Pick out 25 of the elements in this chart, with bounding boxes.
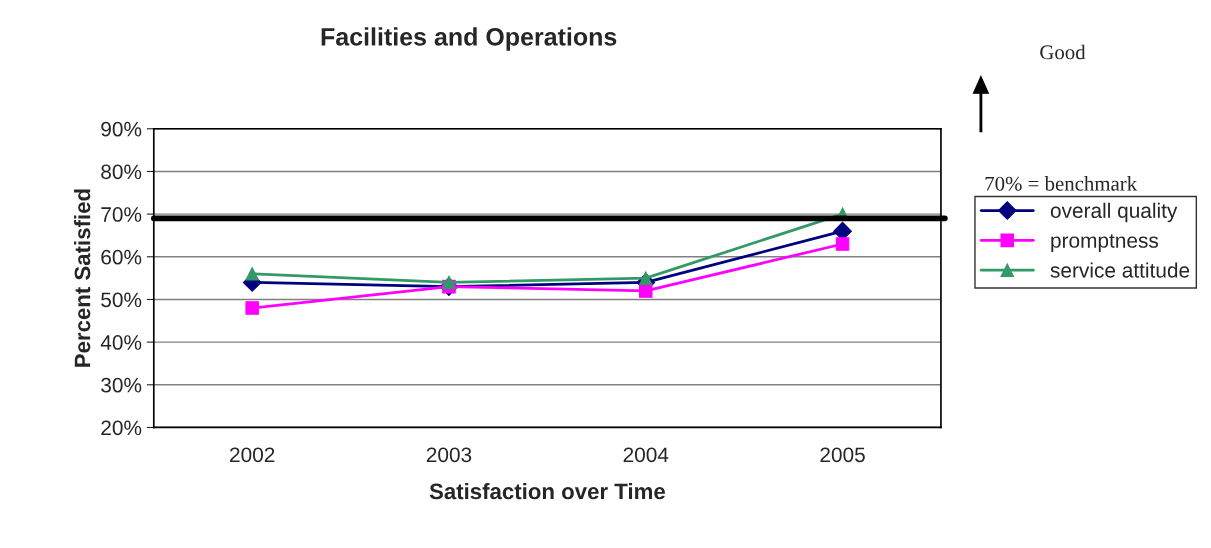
y-tick-label: 30% <box>101 377 142 393</box>
x-tick-label: 2002 <box>230 447 275 463</box>
point <box>639 271 653 285</box>
ref-line-label: 70% = benchmark <box>985 176 1138 191</box>
y-tick-label: 50% <box>101 292 142 308</box>
y-tick-label: 20% <box>101 420 142 436</box>
text: Good <box>1040 44 1086 60</box>
x-tick-label: 2005 <box>820 447 865 463</box>
x-axis-title: Satisfaction over Time <box>429 482 665 500</box>
y-tick-label: 90% <box>101 121 142 137</box>
point <box>639 284 653 298</box>
chart-title: Facilities and Operations <box>321 27 617 51</box>
y-tick-label: 70% <box>101 207 142 222</box>
x-tick-label: 2004 <box>623 447 669 463</box>
legend-label: overall quality <box>1050 202 1178 223</box>
y-tick-label: 40% <box>100 335 142 350</box>
point <box>245 301 259 315</box>
x-tick-label: 2003 <box>426 447 472 463</box>
y-tick-label: 80% <box>101 164 142 180</box>
legend-label: service attitude <box>1050 262 1190 278</box>
y-tick-label: 60% <box>101 249 142 265</box>
point <box>245 267 259 281</box>
legend-label: promptness <box>1051 234 1159 252</box>
point <box>835 237 850 251</box>
y-axis-title: Percent Satisfied <box>74 189 91 367</box>
